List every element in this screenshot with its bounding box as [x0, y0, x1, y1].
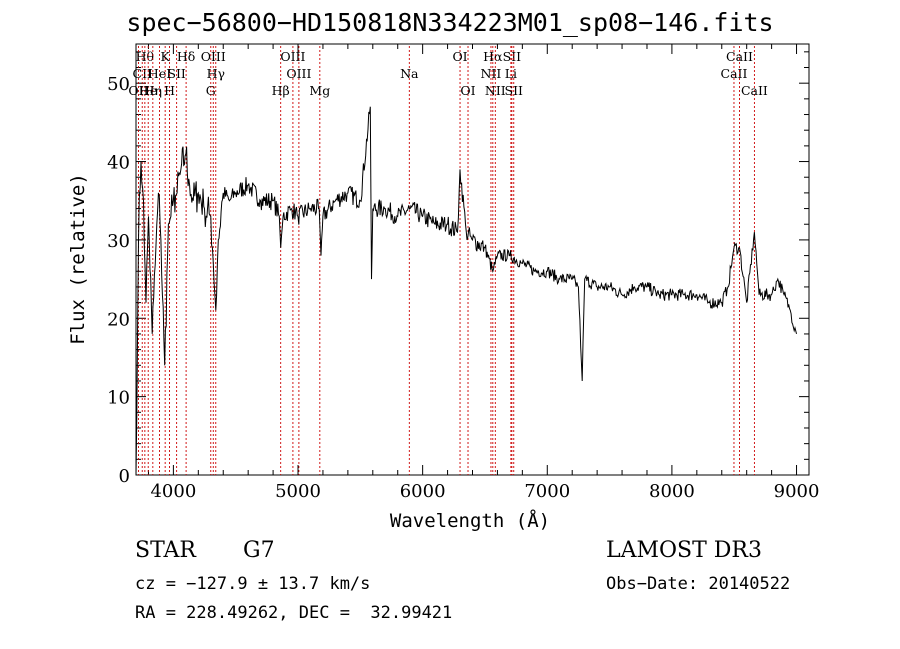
- line-label-hθ: Hθ: [136, 49, 154, 64]
- line-label-h: H: [164, 83, 175, 98]
- line-label-oi: OI: [452, 49, 467, 64]
- x-tick-label: 6000: [400, 481, 446, 502]
- x-axis-label: Wavelength (Å): [389, 510, 551, 532]
- y-tick-label: 20: [107, 309, 130, 330]
- line-label-hδ: Hδ: [177, 49, 195, 64]
- line-label-hα: Hα: [483, 49, 503, 64]
- line-label-nii: NII: [481, 66, 502, 81]
- line-label-caii: CaII: [721, 66, 748, 81]
- line-label-oiii: OIII: [280, 49, 305, 64]
- chart-title: spec−56800−HD150818N334223M01_sp08−146.f…: [126, 8, 774, 37]
- object-subclass: G7: [243, 538, 275, 563]
- x-tick-label: 5000: [275, 481, 321, 502]
- redshift-readout: cz = −127.9 ± 13.7 km/s: [135, 574, 371, 594]
- line-label-caii: CaII: [741, 83, 768, 98]
- line-label-na: Na: [400, 66, 419, 81]
- line-label-hη: Hη: [144, 83, 162, 98]
- line-label-oiii: OIII: [201, 49, 226, 64]
- y-tick-label: 40: [107, 153, 130, 174]
- line-label-sii: SII: [503, 49, 522, 64]
- y-tick-label: 30: [107, 231, 130, 252]
- line-label-li: Li: [505, 66, 517, 81]
- coordinates-readout: RA = 228.49262, DEC = 32.99421: [135, 603, 453, 623]
- x-tick-label: 8000: [649, 481, 695, 502]
- y-tick-label: 0: [119, 466, 130, 487]
- survey-name: LAMOST DR3: [606, 538, 762, 563]
- observation-date: Obs−Date: 20140522: [606, 574, 791, 594]
- line-label-sii: SII: [167, 66, 186, 81]
- line-label-g: G: [206, 83, 216, 98]
- line-label-nii: NII: [485, 83, 506, 98]
- line-label-hei: HeI: [148, 66, 171, 81]
- x-tick-label: 7000: [524, 481, 570, 502]
- line-label-cii: CII: [133, 66, 153, 81]
- line-label-caii: CaII: [726, 49, 753, 64]
- line-label-hβ: Hβ: [272, 83, 290, 98]
- line-label-oi: OI: [460, 83, 475, 98]
- x-tick-label: 4000: [150, 481, 196, 502]
- object-class: STAR: [135, 538, 196, 563]
- spectrum-line: [135, 106, 797, 476]
- y-tick-label: 50: [107, 74, 130, 95]
- line-label-oii: OII: [128, 83, 148, 98]
- line-label-sii: SII: [505, 83, 524, 98]
- line-label-oiii: OIII: [286, 66, 311, 81]
- x-tick-label: 9000: [774, 481, 820, 502]
- plot-frame: [135, 43, 810, 476]
- line-label-k: K: [160, 49, 170, 64]
- line-label-mg: Mg: [309, 83, 330, 98]
- y-tick-label: 10: [107, 388, 130, 409]
- line-label-hγ: Hγ: [207, 66, 225, 81]
